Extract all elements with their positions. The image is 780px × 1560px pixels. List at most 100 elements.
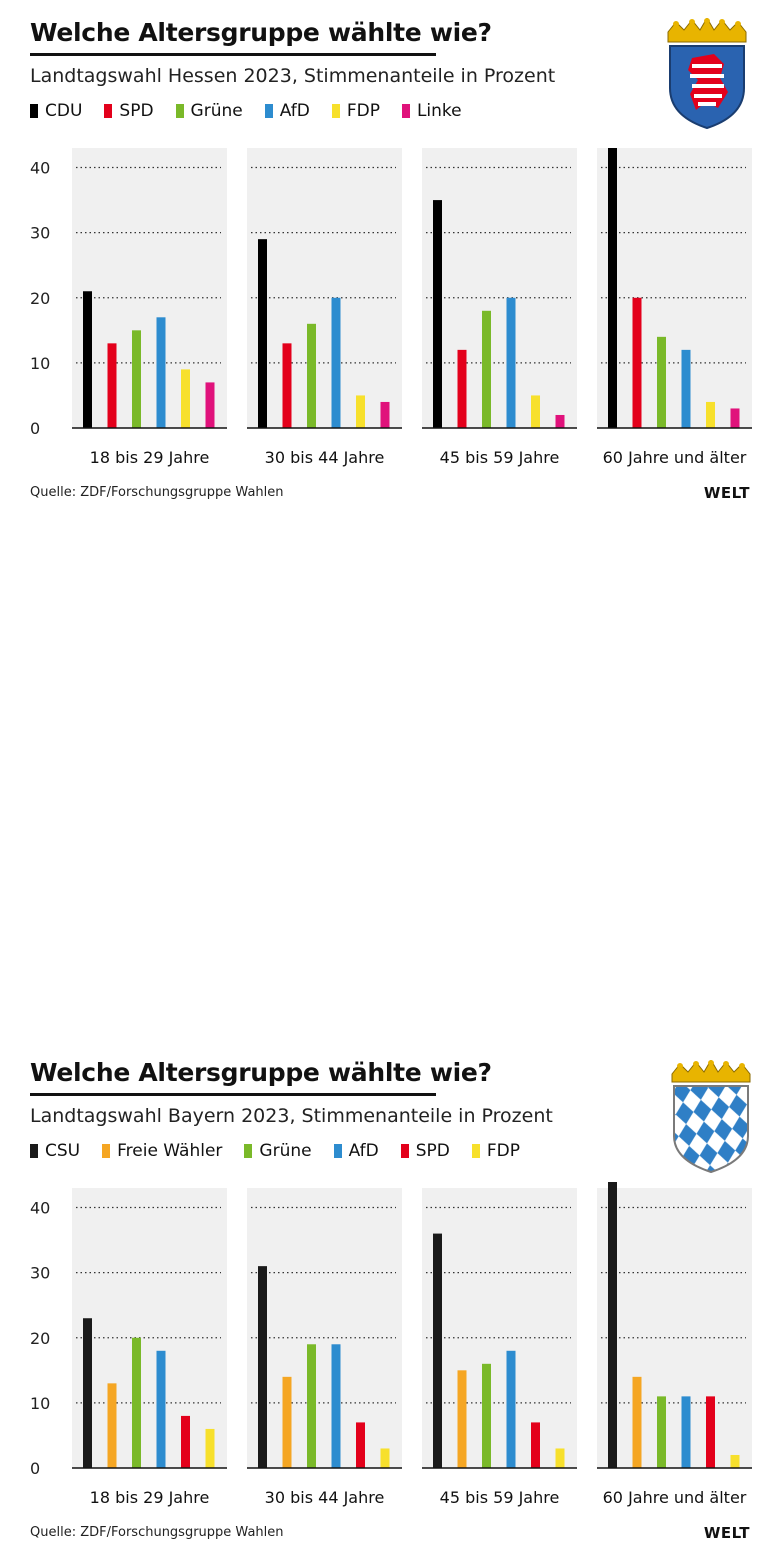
bar bbox=[132, 330, 141, 428]
panel-background bbox=[422, 148, 577, 428]
y-tick-label: 10 bbox=[30, 1394, 50, 1413]
bar bbox=[380, 1448, 390, 1468]
panel-background bbox=[247, 148, 402, 428]
legend-item: Grüne bbox=[175, 101, 243, 121]
bar bbox=[258, 239, 267, 428]
legend-item: SPD bbox=[104, 101, 154, 121]
bar bbox=[531, 395, 540, 428]
bar bbox=[608, 1182, 617, 1468]
legend-item: CDU bbox=[30, 101, 82, 121]
bar bbox=[433, 200, 442, 428]
bar bbox=[433, 1233, 442, 1468]
source-note: Quelle: ZDF/Forschungsgruppe Wahlen bbox=[30, 1525, 284, 1540]
bar bbox=[608, 148, 617, 428]
legend-item: Linke bbox=[401, 101, 462, 121]
bar bbox=[632, 1376, 642, 1468]
bar bbox=[356, 1422, 365, 1468]
bar bbox=[282, 1376, 292, 1468]
bar bbox=[181, 1415, 190, 1468]
panel-background bbox=[72, 148, 227, 428]
source-note: Quelle: ZDF/Forschungsgruppe Wahlen bbox=[30, 485, 284, 500]
welt-logo: WELT bbox=[703, 484, 750, 502]
y-tick-label: 30 bbox=[30, 1264, 50, 1283]
bar bbox=[457, 349, 467, 428]
legend-swatch bbox=[401, 104, 410, 118]
legend-swatch bbox=[30, 104, 38, 118]
bar bbox=[132, 1337, 141, 1468]
hessen-bar-chart: 0 10 20 30 40 18 bis 29 Jahre 30 bis 44 Jahre 4… bbox=[30, 148, 752, 467]
bar bbox=[380, 401, 390, 428]
legend-label: AfD bbox=[279, 101, 310, 121]
bar bbox=[307, 323, 316, 428]
legend-swatch bbox=[264, 104, 273, 118]
category-label: 18 bis 29 Jahre bbox=[90, 448, 210, 467]
panel-background bbox=[422, 1188, 577, 1468]
category-label: 60 Jahre und älter bbox=[603, 1488, 747, 1507]
bar bbox=[205, 1428, 215, 1468]
y-tick-label: 30 bbox=[30, 224, 50, 243]
legend-item: AfD bbox=[264, 101, 310, 121]
welt-logo: WELT bbox=[703, 1524, 750, 1542]
legend-label: FDP bbox=[346, 101, 380, 121]
bar bbox=[356, 395, 365, 428]
bar bbox=[681, 1396, 691, 1468]
bar bbox=[706, 1396, 715, 1468]
hessen-coat-of-arms-icon bbox=[667, 18, 747, 130]
legend-item: FDP bbox=[331, 101, 380, 121]
bar bbox=[730, 1454, 740, 1468]
category-label: 45 bis 59 Jahre bbox=[440, 1488, 560, 1507]
bar bbox=[83, 1318, 92, 1468]
bar bbox=[506, 1350, 516, 1468]
chart-legend: CDU SPD Grüne AfD FDP Linke bbox=[30, 99, 484, 123]
bar bbox=[282, 343, 292, 428]
category-label: 45 bis 59 Jahre bbox=[440, 448, 560, 467]
y-tick-label: 40 bbox=[30, 159, 50, 178]
bar bbox=[107, 1383, 117, 1468]
bar bbox=[307, 1344, 316, 1468]
hessen-chart-section: Welche Altersgruppe wählte wie? Landtags… bbox=[0, 0, 780, 520]
bar bbox=[205, 382, 215, 428]
bar bbox=[181, 369, 190, 428]
bar bbox=[657, 336, 666, 428]
panel-background bbox=[597, 148, 752, 428]
bar bbox=[657, 1396, 666, 1468]
category-label: 18 bis 29 Jahre bbox=[90, 1488, 210, 1507]
chart-title: Welche Altersgruppe wählte wie? bbox=[30, 18, 492, 47]
bar bbox=[331, 1344, 341, 1468]
bar bbox=[681, 349, 691, 428]
legend-label: Linke bbox=[416, 101, 462, 121]
bar bbox=[258, 1266, 267, 1468]
bar bbox=[632, 297, 642, 428]
bar bbox=[555, 414, 565, 428]
legend-swatch bbox=[104, 104, 113, 118]
category-label: 60 Jahre und älter bbox=[603, 448, 747, 467]
bar bbox=[482, 1363, 491, 1468]
bar bbox=[457, 1370, 467, 1468]
legend-label: Grüne bbox=[190, 101, 243, 121]
chart-subtitle: Landtagswahl Hessen 2023, Stimmenanteile… bbox=[30, 65, 556, 87]
legend-swatch bbox=[175, 104, 184, 118]
bayern-chart-section: Welche Altersgruppe wählte wie? Landtags… bbox=[0, 520, 780, 1542]
bar bbox=[482, 310, 491, 428]
y-tick-label: 10 bbox=[30, 354, 50, 373]
bar bbox=[156, 1350, 166, 1468]
bar bbox=[706, 401, 715, 428]
y-tick-label: 0 bbox=[30, 419, 40, 438]
legend-label: CDU bbox=[45, 101, 83, 121]
bayern-bar-chart: 0 10 20 30 40 18 bis 29 Jahre 30 bis 44 Jahre 4… bbox=[30, 1182, 752, 1507]
bavaria-coat-of-arms-icon bbox=[671, 1060, 751, 1174]
panel-background bbox=[72, 1188, 227, 1468]
bar bbox=[331, 297, 341, 428]
bar bbox=[531, 1422, 540, 1468]
legend-swatch bbox=[331, 104, 340, 118]
bar bbox=[156, 317, 166, 428]
bar bbox=[555, 1448, 565, 1468]
category-label: 30 bis 44 Jahre bbox=[265, 1488, 385, 1507]
bar bbox=[506, 297, 516, 428]
y-tick-label: 40 bbox=[30, 1199, 50, 1218]
title-underline bbox=[30, 53, 436, 56]
legend-label: SPD bbox=[119, 101, 154, 121]
y-tick-label: 20 bbox=[30, 289, 50, 308]
bar bbox=[83, 291, 92, 428]
y-tick-label: 0 bbox=[30, 1459, 40, 1478]
